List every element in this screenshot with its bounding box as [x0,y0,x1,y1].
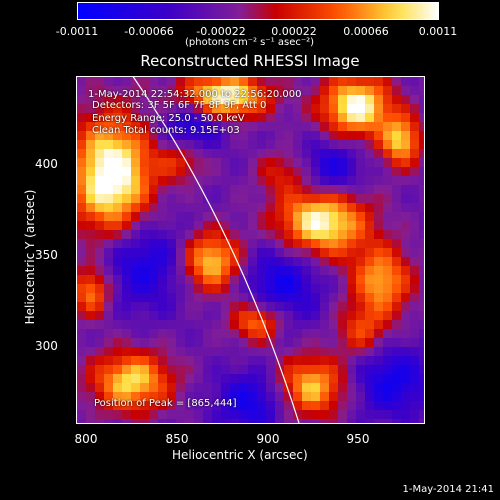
x-tick-label: 850 [165,432,189,446]
colorbar-tick-label: -0.00022 [196,25,246,38]
detectors-text: Detectors: 3F 5F 6F 7F 8F 9F, Att 0 [92,100,267,111]
solar-limb-line [132,77,300,423]
x-tick-label: 800 [74,432,98,446]
footer-date: 1-May-2014 21:41 [402,484,494,495]
colorbar-units-label: (photons cm⁻² s⁻¹ asec⁻²) [185,37,315,48]
colorbar [77,2,439,20]
y-tick-label: 400 [35,157,58,171]
colorbar-tick-label: -0.00066 [124,25,174,38]
y-axis-label: Heliocentric Y (arcsec) [23,189,37,325]
x-tick-label: 900 [256,432,280,446]
heatmap-cells [77,77,424,423]
colorbar-tick-label: 0.00022 [271,25,317,38]
image-plot [76,76,425,424]
image-heatmap [77,77,424,423]
time-range-text: 1-May-2014 22:54:32.000 to 22:56:20.000 [88,89,302,100]
clean-counts-text: Clean Total counts: 9.15E+03 [92,125,240,136]
y-tick-label: 300 [35,339,58,353]
x-axis-label: Heliocentric X (arcsec) [172,448,308,462]
plot-title: Reconstructed RHESSI Image [140,52,360,70]
colorbar-tick-label: -0.0011 [55,25,99,38]
colorbar-tick-label: 0.0011 [418,25,458,38]
colorbar-tick-label: 0.00066 [343,25,389,38]
x-tick-label: 950 [346,432,370,446]
energy-range-text: Energy Range: 25.0 - 50.0 keV [92,113,245,124]
peak-position-text: Position of Peak = [865,444] [94,398,237,409]
y-tick-label: 350 [35,248,58,262]
